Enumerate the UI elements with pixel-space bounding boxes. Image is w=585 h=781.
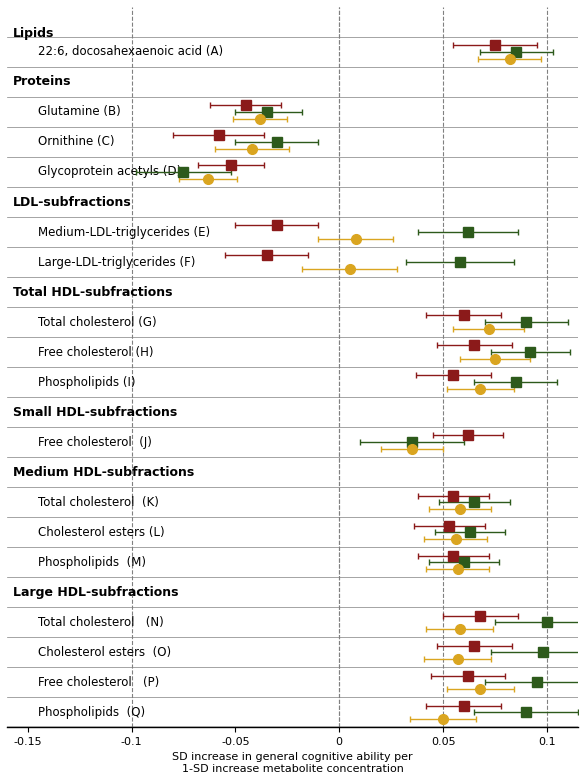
Text: Medium HDL-subfractions: Medium HDL-subfractions (13, 465, 194, 479)
Text: Total cholesterol   (N): Total cholesterol (N) (38, 615, 164, 629)
Text: Phospholipids  (Q): Phospholipids (Q) (38, 706, 145, 719)
Text: Proteins: Proteins (13, 76, 72, 88)
Text: Large HDL-subfractions: Large HDL-subfractions (13, 586, 178, 598)
Text: Cholesterol esters (L): Cholesterol esters (L) (38, 526, 165, 539)
Text: Phospholipids (I): Phospholipids (I) (38, 376, 136, 389)
Text: Phospholipids  (M): Phospholipids (M) (38, 555, 146, 569)
Text: Free cholesterol  (J): Free cholesterol (J) (38, 436, 152, 448)
Text: 22:6, docosahexaenoic acid (A): 22:6, docosahexaenoic acid (A) (38, 45, 223, 59)
Text: Cholesterol esters  (O): Cholesterol esters (O) (38, 646, 171, 658)
Text: Free cholesterol   (P): Free cholesterol (P) (38, 676, 159, 689)
Text: Ornithine (C): Ornithine (C) (38, 135, 115, 148)
Text: Total cholesterol (G): Total cholesterol (G) (38, 316, 157, 329)
Text: Lipids: Lipids (13, 27, 54, 41)
Text: Free cholesterol (H): Free cholesterol (H) (38, 345, 154, 358)
Text: Large-LDL-triglycerides (F): Large-LDL-triglycerides (F) (38, 255, 195, 269)
Text: Total cholesterol  (K): Total cholesterol (K) (38, 496, 159, 508)
Text: Glutamine (B): Glutamine (B) (38, 105, 121, 119)
Text: Small HDL-subfractions: Small HDL-subfractions (13, 405, 177, 419)
Text: Medium-LDL-triglycerides (E): Medium-LDL-triglycerides (E) (38, 226, 210, 238)
X-axis label: SD increase in general cognitive ability per
1-SD increase metabolite concentrat: SD increase in general cognitive ability… (172, 752, 413, 774)
Text: Glycoprotein acetyls (D): Glycoprotein acetyls (D) (38, 166, 181, 179)
Text: LDL-subfractions: LDL-subfractions (13, 195, 132, 209)
Text: Total HDL-subfractions: Total HDL-subfractions (13, 286, 173, 298)
